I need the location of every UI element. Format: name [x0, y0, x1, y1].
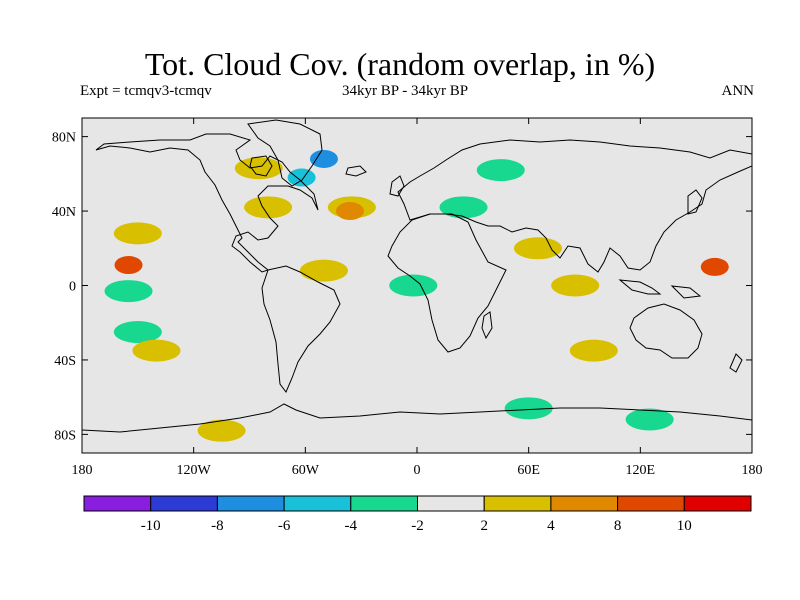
coast-britain — [389, 175, 405, 197]
colorbar-label: -4 — [345, 518, 358, 534]
y-tick-label: 40N — [52, 205, 76, 220]
colorbar-label: 2 — [480, 518, 488, 534]
coast-antarctica — [82, 403, 752, 433]
anomaly-region-4 — [244, 196, 293, 219]
coast-eurasia — [397, 139, 752, 273]
colorbar-swatch — [683, 495, 752, 512]
chart-title: Tot. Cloud Cov. (random overlap, in %) — [144, 46, 656, 82]
colorbar-swatch — [417, 495, 485, 512]
x-tick-label: 180 — [72, 463, 93, 478]
anomaly-region-16 — [551, 274, 600, 297]
colorbar-swatch — [617, 495, 685, 512]
season-label: ANN — [721, 83, 755, 99]
anomaly-field — [104, 149, 729, 442]
anomaly-region-17 — [569, 339, 618, 362]
colorbar-swatch — [216, 495, 285, 512]
coast-new-zealand — [729, 353, 743, 373]
colorbar-swatch — [150, 495, 218, 512]
anomaly-region-9 — [700, 257, 729, 276]
colorbar-label: 8 — [614, 518, 622, 534]
y-tick-label: 40S — [54, 354, 76, 369]
anomaly-region-8 — [114, 256, 143, 275]
anomaly-region-14 — [476, 159, 525, 182]
anomaly-region-10 — [113, 321, 162, 344]
colorbar-swatch — [550, 495, 619, 512]
anomaly-region-0 — [309, 149, 338, 168]
anomaly-region-13 — [439, 196, 488, 219]
coast-greenland — [247, 119, 323, 187]
colorbar-label: -2 — [411, 518, 424, 534]
anomaly-region-19 — [625, 408, 674, 431]
colorbar-swatch — [483, 495, 552, 512]
x-tick-label: 180 — [742, 463, 763, 478]
coast-iceland — [345, 165, 367, 177]
coast-japan — [687, 189, 703, 215]
anomaly-region-6 — [336, 202, 364, 221]
anomaly-region-1 — [287, 168, 316, 187]
x-tick-label: 0 — [414, 463, 421, 478]
experiment-label: Expt = tcmqv3-tcmqv — [80, 83, 212, 99]
anomaly-region-12 — [389, 274, 438, 297]
colorbar-label: -6 — [278, 518, 291, 534]
coast-australia — [629, 303, 703, 359]
anomaly-region-18 — [132, 339, 181, 362]
colorbar-swatch — [350, 495, 418, 512]
x-tick-label: 120W — [177, 463, 212, 478]
colorbar-label: -8 — [211, 518, 224, 534]
anomaly-region-2 — [234, 157, 283, 180]
x-tick-label: 120E — [626, 463, 656, 478]
anomaly-region-11 — [104, 280, 153, 303]
coast-new-guinea — [670, 285, 702, 299]
anomaly-region-15 — [513, 237, 562, 260]
colorbar-label: 10 — [677, 518, 692, 534]
coastlines — [82, 119, 752, 433]
period-label: 34kyr BP - 34kyr BP — [342, 83, 469, 99]
coast-hudson-bay — [249, 155, 273, 177]
coast-north-america — [95, 133, 319, 273]
colorbar-swatch — [83, 495, 152, 512]
anomaly-region-7 — [299, 259, 348, 282]
x-tick-label: 60W — [292, 463, 320, 478]
colorbar: -10 -8 -6 -4 -2 2 4 8 10 — [83, 495, 752, 534]
anomaly-region-21 — [504, 397, 553, 420]
y-tick-label: 80N — [52, 131, 76, 146]
colorbar-label: 4 — [547, 518, 555, 534]
anomaly-region-20 — [197, 419, 246, 442]
coast-indonesia — [618, 279, 662, 295]
anomaly-region-3 — [113, 222, 162, 245]
coast-south-america — [261, 265, 341, 393]
colorbar-label: -10 — [141, 518, 161, 534]
colorbar-swatch — [283, 495, 352, 512]
coast-madagascar — [481, 311, 493, 340]
y-tick-label: 0 — [69, 280, 76, 295]
x-tick-label: 60E — [517, 463, 540, 478]
axes: 80N 40N 0 40S 80S 180 120W 60W 0 60E 120E 180 — [52, 118, 763, 478]
y-tick-label: 80S — [54, 428, 76, 443]
